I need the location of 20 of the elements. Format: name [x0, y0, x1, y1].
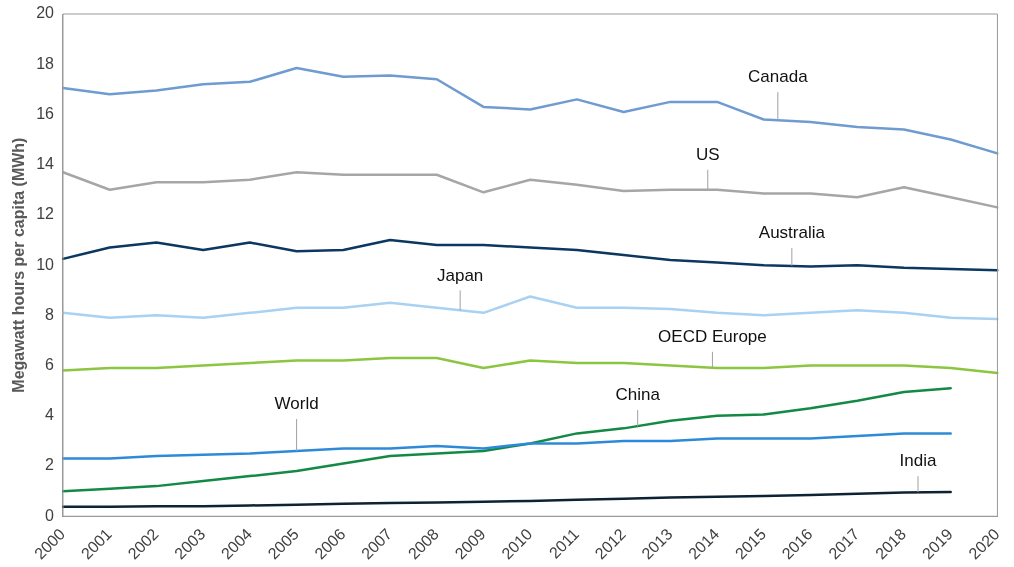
- series-label: China: [615, 385, 661, 405]
- series-label: Australia: [758, 223, 826, 243]
- y-tick-label: 14: [36, 155, 55, 173]
- y-axis-title: Megawatt hours per capita (MWh): [10, 137, 28, 393]
- y-tick-label: 6: [45, 355, 55, 373]
- series-label: India: [899, 451, 937, 471]
- y-tick-label: 8: [45, 305, 55, 323]
- y-tick-label: 20: [36, 4, 55, 22]
- y-tick-label: 2: [45, 456, 55, 474]
- series-label: US: [695, 144, 720, 164]
- y-tick-label: 18: [36, 54, 55, 72]
- series-label: Japan: [436, 265, 484, 285]
- y-tick-label: 0: [45, 506, 55, 524]
- y-tick-label: 4: [45, 406, 55, 424]
- series-label: Canada: [748, 67, 809, 87]
- y-tick-label: 12: [36, 205, 55, 223]
- text: World: [274, 394, 319, 414]
- series-label: OECD Europe: [658, 327, 767, 347]
- y-tick-label: 10: [36, 255, 55, 273]
- y-tick-label: 16: [36, 104, 55, 122]
